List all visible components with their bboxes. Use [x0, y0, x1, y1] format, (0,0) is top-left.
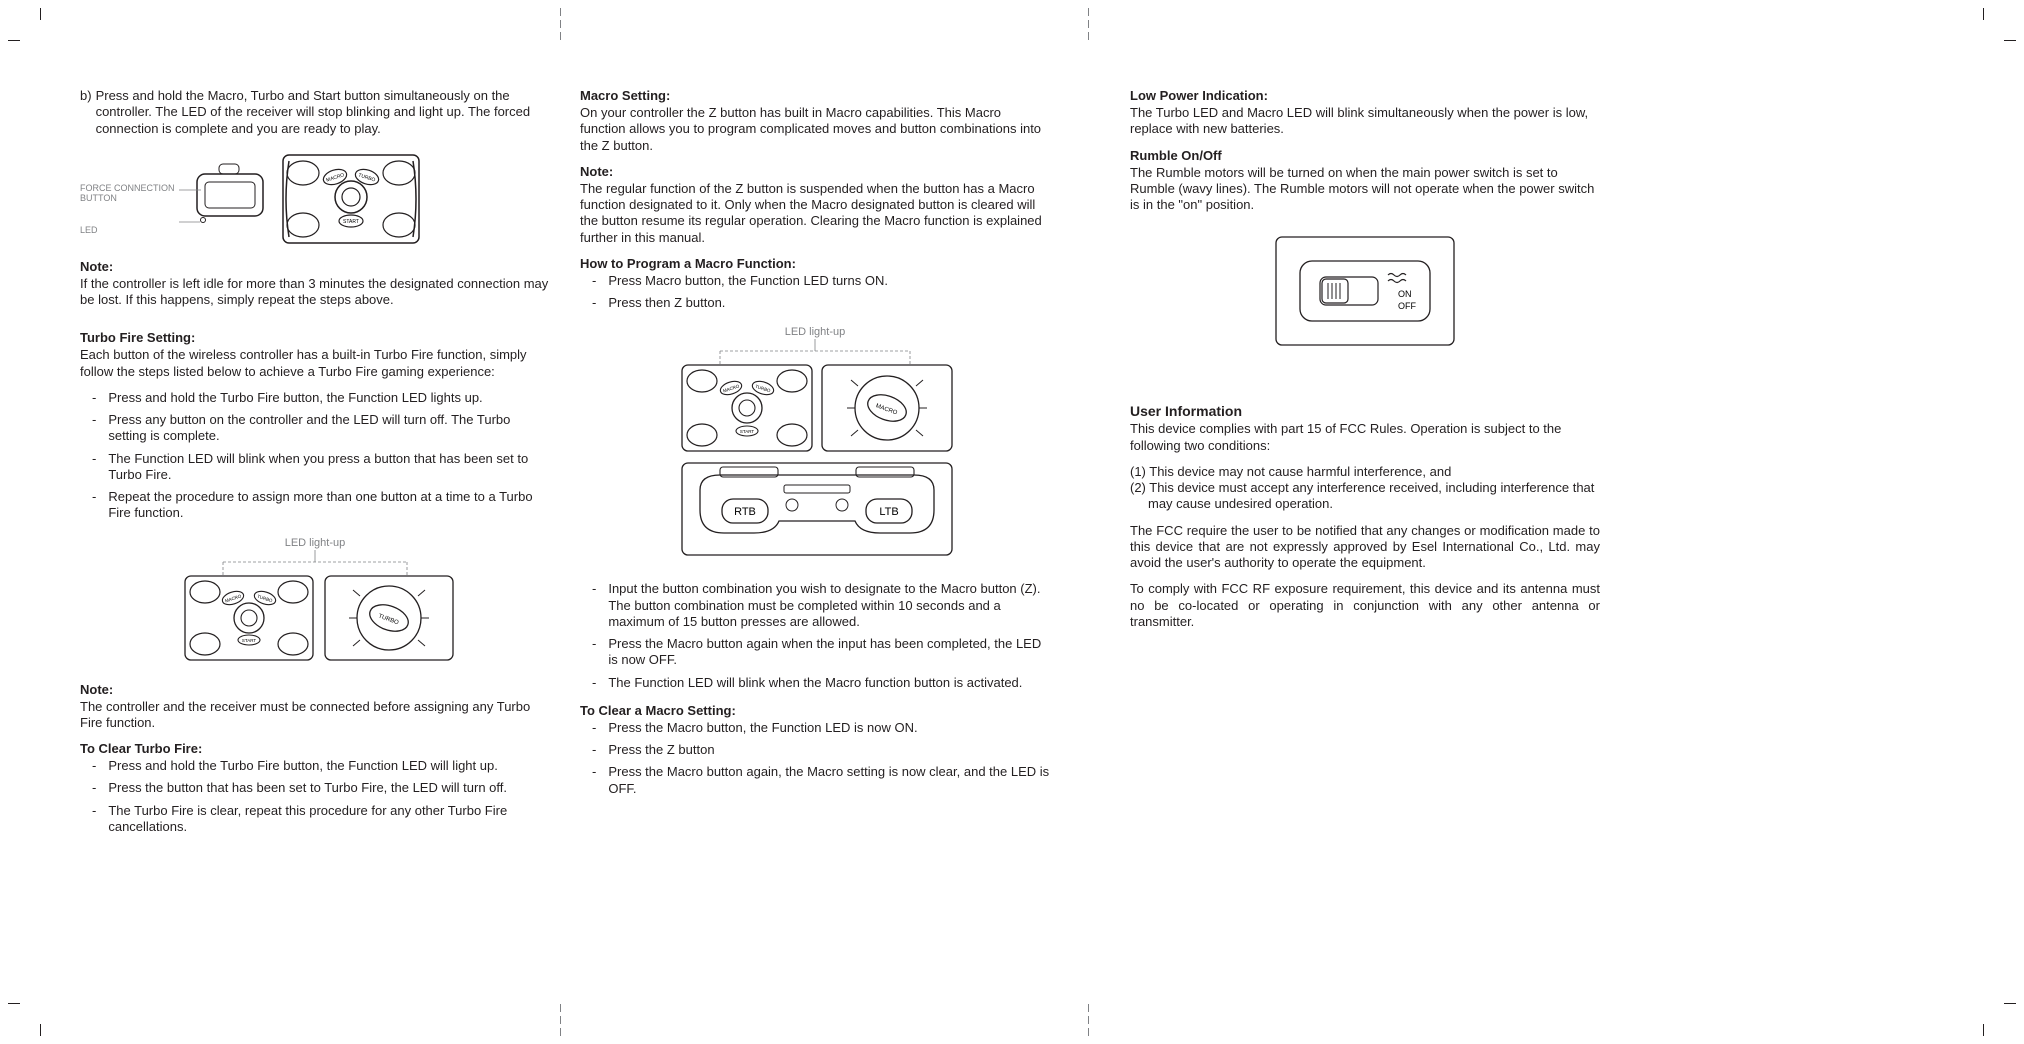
step-text: The Function LED will blink when the Mac…: [608, 675, 1022, 691]
dash-icon: -: [92, 758, 96, 774]
dash-icon: -: [592, 764, 596, 797]
item-marker: b): [80, 88, 92, 137]
svg-text:MACRO: MACRO: [325, 172, 345, 183]
dash-icon: -: [592, 273, 596, 289]
note-heading: Note:: [80, 259, 550, 274]
step-text: Press then Z button.: [608, 295, 725, 311]
clear-turbo-heading: To Clear Turbo Fire:: [80, 741, 550, 756]
step-text: Input the button combination you wish to…: [608, 581, 1050, 630]
macro-heading: Macro Setting:: [580, 88, 1050, 103]
svg-text:OFF: OFF: [1398, 301, 1416, 311]
dash-icon: -: [92, 489, 96, 522]
note-heading: Note:: [80, 682, 550, 697]
column-1: b) Press and hold the Macro, Turbo and S…: [80, 88, 550, 841]
dash-icon: -: [592, 742, 596, 758]
dash-icon: -: [92, 451, 96, 484]
manual-page: b) Press and hold the Macro, Turbo and S…: [0, 0, 2024, 891]
figure-turbo-led: LED light-up MACRO TURBO START: [80, 536, 550, 666]
step-text: Press the Macro button again, the Macro …: [608, 764, 1050, 797]
step-text: Press the button that has been set to Tu…: [108, 780, 507, 796]
column-3: Low Power Indication: The Turbo LED and …: [1130, 88, 1600, 841]
svg-text:RTB: RTB: [734, 506, 756, 518]
turbo-heading: Turbo Fire Setting:: [80, 330, 550, 345]
note-text: The controller and the receiver must be …: [80, 699, 550, 732]
dash-icon: -: [92, 390, 96, 406]
receiver-led-label: LED: [80, 226, 175, 236]
dash-icon: -: [592, 636, 596, 669]
step-text: The Function LED will blink when you pre…: [108, 451, 550, 484]
fold-gap: [1080, 88, 1100, 841]
step-text: Press the Macro button again when the in…: [608, 636, 1050, 669]
svg-text:LED light-up: LED light-up: [785, 326, 846, 338]
step-text: Press the Macro button, the Function LED…: [608, 720, 917, 736]
svg-text:START: START: [343, 219, 359, 225]
item-text: Press and hold the Macro, Turbo and Star…: [96, 88, 550, 137]
receiver-button-label: BUTTON: [80, 194, 175, 204]
step-text: Press Macro button, the Function LED tur…: [608, 273, 888, 289]
receiver-diagram: [179, 160, 269, 238]
svg-text:TURBO: TURBO: [377, 613, 399, 626]
svg-text:MACRO: MACRO: [875, 403, 898, 416]
user-condition-2: (2) This device must accept any interfer…: [1130, 480, 1600, 513]
user-info-heading: User Information: [1130, 403, 1600, 419]
svg-text:LTB: LTB: [879, 506, 898, 518]
user-para-3: To comply with FCC RF exposure requireme…: [1130, 581, 1600, 630]
step-text: Press any button on the controller and t…: [108, 412, 550, 445]
low-power-text: The Turbo LED and Macro LED will blink s…: [1130, 105, 1600, 138]
program-macro-heading: How to Program a Macro Function:: [580, 256, 1050, 271]
svg-text:LED light-up: LED light-up: [285, 537, 346, 549]
dash-icon: -: [592, 675, 596, 691]
note-heading: Note:: [580, 164, 1050, 179]
low-power-heading: Low Power Indication:: [1130, 88, 1600, 103]
note-text: The regular function of the Z button is …: [580, 181, 1050, 246]
step-text: Press the Z button: [608, 742, 714, 758]
svg-text:START: START: [242, 638, 257, 643]
clear-macro-heading: To Clear a Macro Setting:: [580, 703, 1050, 718]
user-para-2: The FCC require the user to be notified …: [1130, 523, 1600, 572]
user-info-intro: This device complies with part 15 of FCC…: [1130, 421, 1600, 454]
figure-receiver-controller: FORCE CONNECTION BUTTON LED: [80, 153, 550, 245]
rumble-text: The Rumble motors will be turned on when…: [1130, 165, 1600, 214]
user-condition-1: (1) This device may not cause harmful in…: [1130, 464, 1600, 480]
svg-text:START: START: [740, 429, 755, 434]
step-text: The Turbo Fire is clear, repeat this pro…: [108, 803, 550, 836]
figure-macro: LED light-up MACRO TURBO START: [580, 325, 1050, 565]
dash-icon: -: [92, 412, 96, 445]
step-text: Press and hold the Turbo Fire button, th…: [108, 390, 482, 406]
turbo-intro: Each button of the wireless controller h…: [80, 347, 550, 380]
column-2: Macro Setting: On your controller the Z …: [580, 88, 1050, 841]
figure-switch: ON OFF: [1130, 231, 1600, 351]
dash-icon: -: [592, 581, 596, 630]
macro-intro: On your controller the Z button has buil…: [580, 105, 1050, 154]
note-text: If the controller is left idle for more …: [80, 276, 550, 309]
step-text: Repeat the procedure to assign more than…: [108, 489, 550, 522]
dash-icon: -: [92, 780, 96, 796]
dash-icon: -: [592, 720, 596, 736]
dash-icon: -: [592, 295, 596, 311]
controller-mts-diagram: MACRO TURBO START: [281, 153, 421, 245]
rumble-heading: Rumble On/Off: [1130, 148, 1600, 163]
svg-text:ON: ON: [1398, 289, 1412, 299]
step-text: Press and hold the Turbo Fire button, th…: [108, 758, 498, 774]
dash-icon: -: [92, 803, 96, 836]
